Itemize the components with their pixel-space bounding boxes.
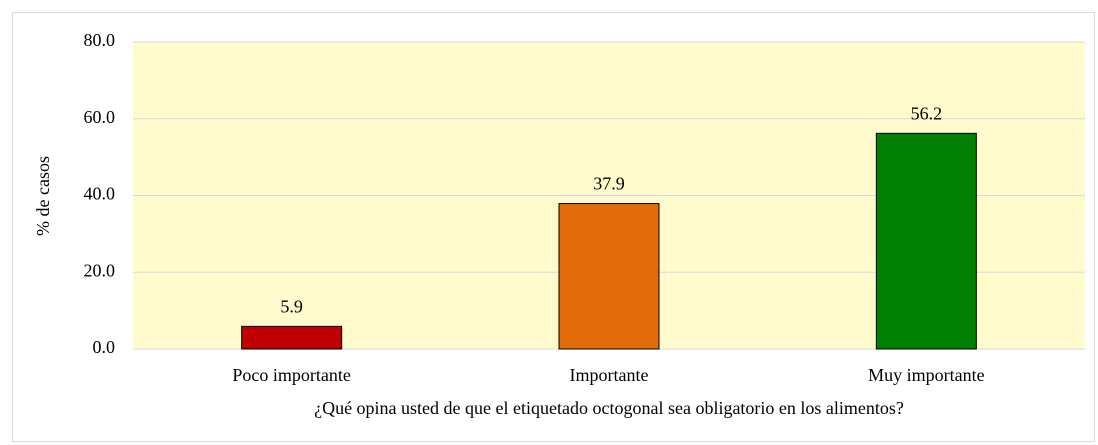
x-tick-label: Muy importante: [868, 365, 984, 385]
x-tick-label: Importante: [570, 365, 649, 385]
y-axis-title: % de casos: [33, 156, 53, 236]
y-tick-label: 40.0: [84, 184, 116, 204]
data-label: 56.2: [911, 103, 943, 123]
y-tick-label: 0.0: [93, 337, 116, 357]
y-tick-label: 80.0: [84, 30, 116, 50]
bar: [241, 325, 343, 350]
bar: [875, 132, 977, 350]
data-label: 37.9: [593, 174, 625, 194]
y-tick-label: 60.0: [84, 107, 116, 127]
y-tick-label: 20.0: [84, 260, 116, 280]
data-label: 5.9: [280, 296, 303, 316]
x-axis-title: ¿Qué opina usted de que el etiquetado oc…: [314, 398, 904, 418]
bar: [558, 203, 660, 350]
x-tick-label: Poco importante: [232, 365, 350, 385]
